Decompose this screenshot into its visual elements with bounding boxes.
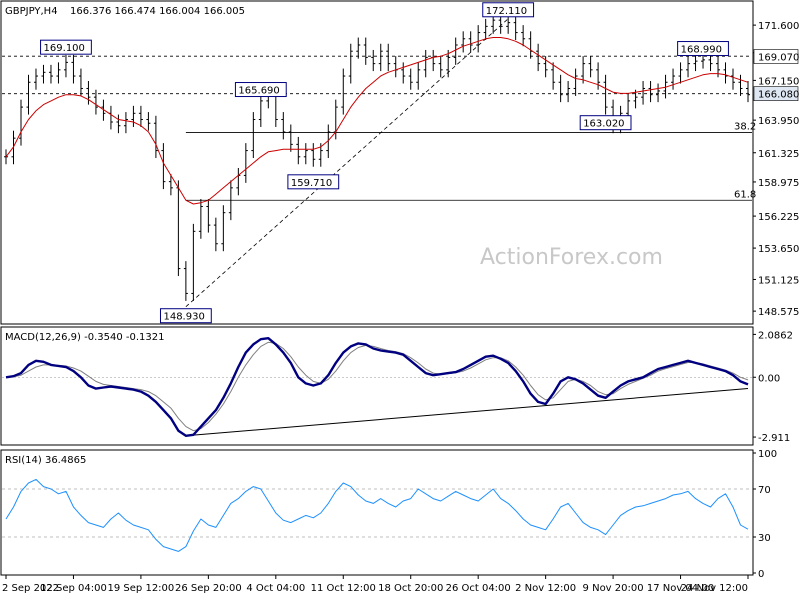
- price-y-tick-label: 161.325: [758, 149, 799, 160]
- fib-level-label: 61.8: [734, 189, 756, 200]
- annotation-layer: 169.100 172.110 165.690 168.990 159.710 163.0…: [40, 2, 729, 324]
- price-y-tick-label: 163.950: [758, 116, 799, 127]
- price-annotation-label: 148.930: [163, 312, 204, 323]
- price-y-tick-label: 156.225: [758, 212, 799, 223]
- price-annotation-label: 163.020: [583, 119, 624, 130]
- price-axis-label: 169.070: [758, 53, 799, 64]
- price-annotation-box: [287, 174, 340, 190]
- price-annotation-box: [677, 41, 729, 57]
- price-y-tick-label: 151.125: [758, 275, 799, 286]
- price-panel-label: GBPJPY,H4: [5, 6, 58, 17]
- x-axis-tick-label: 2 Sep 2022: [2, 583, 59, 594]
- price-annotation-label: 168.990: [681, 45, 722, 56]
- price-axis-label-box: [753, 86, 799, 101]
- price-annotation-box: [482, 2, 535, 18]
- price-y-tick-label: 153.650: [758, 244, 799, 255]
- rsi-panel-frame: [0, 449, 754, 576]
- fib-level-label: 38.2: [734, 122, 756, 133]
- price-trendline: [185, 18, 509, 308]
- price-annotation-label: 172.110: [486, 6, 527, 17]
- x-axis-tick-label: 11 Oct 12:00: [311, 583, 376, 594]
- price-annotation-label: 169.100: [44, 43, 85, 54]
- price-annotation-label: 159.710: [291, 178, 332, 189]
- price-annotation-box: [234, 82, 287, 98]
- price-y-tick-label: 171.600: [758, 21, 799, 32]
- macd-trendline: [185, 388, 749, 437]
- price-panel-frame: [0, 0, 754, 325]
- macd-panel-frame: [0, 326, 754, 446]
- x-axis-tick-label: 26 Oct 04:00: [446, 583, 511, 594]
- macd-layer: [2, 337, 752, 437]
- x-axis-tick-label: 9 Nov 20:00: [583, 583, 644, 594]
- macd-panel-label: MACD(12,26,9) -0.3540 -0.1321: [5, 332, 165, 343]
- watermark: ActionForex.com: [480, 245, 663, 270]
- rsi-y-tick-label: 0: [758, 569, 764, 580]
- x-axis-tick-label: 18 Oct 20:00: [378, 583, 443, 594]
- price-axis-label-box: [753, 49, 799, 64]
- price-y-tick-label: 158.975: [758, 178, 799, 189]
- rsi-y-tick-label: 70: [758, 485, 771, 496]
- macd-line: [5, 337, 749, 437]
- rsi-y-tick-label: 30: [758, 533, 771, 544]
- price-annotation-box: [579, 115, 632, 131]
- rsi-panel-label: RSI(14) 36.4865: [5, 455, 86, 466]
- price-annotation-box: [159, 308, 212, 324]
- price-layer: [4, 12, 750, 301]
- moving-average-line: [5, 37, 749, 205]
- price-annotation-label: 165.690: [238, 86, 279, 97]
- macd-y-tick-label: -2.911: [758, 433, 790, 444]
- price-annotation-box: [40, 39, 92, 55]
- x-axis-tick-label: 4 Oct 04:00: [246, 583, 305, 594]
- x-axis-tick-label: 2 Nov 12:00: [515, 583, 576, 594]
- macd-y-tick-label: 2.0862: [758, 330, 793, 341]
- price-y-tick-label: 167.150: [758, 76, 799, 87]
- macd-y-tick-label: 0.00: [758, 373, 780, 384]
- rsi-layer: [2, 478, 752, 552]
- x-axis-tick-label: 19 Sep 12:00: [108, 583, 175, 594]
- x-axis-tick-label: 26 Sep 20:00: [175, 583, 242, 594]
- rsi-y-tick-label: 100: [758, 449, 777, 460]
- price-y-tick-label: 148.575: [758, 307, 799, 318]
- rsi-line: [5, 478, 749, 552]
- price-panel-ohlc: 166.376 166.474 166.004 166.005: [70, 6, 245, 17]
- x-axis-tick-label: 12 Sep 04:00: [40, 583, 107, 594]
- x-axis-tick-label: 17 Nov 04:00: [647, 583, 714, 594]
- price-axis-label: 166.080: [758, 90, 799, 101]
- y-axis-layer: 171.600169.375167.150163.950161.325158.9…: [753, 21, 799, 580]
- x-axis-tick-label: 24 Nov 12:00: [681, 583, 748, 594]
